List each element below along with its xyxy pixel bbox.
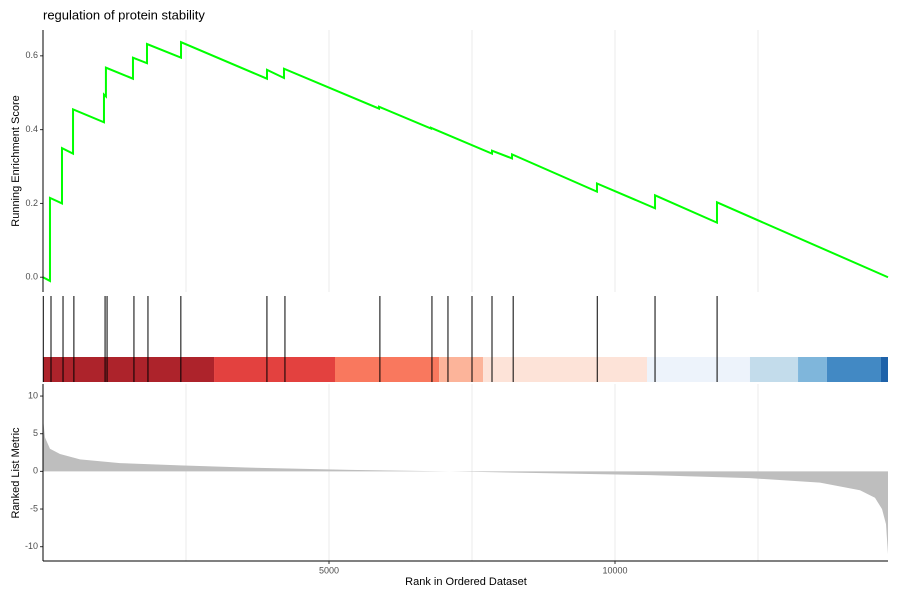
- x-axis-label: Rank in Ordered Dataset: [405, 576, 527, 588]
- rank-band: [647, 357, 750, 382]
- y-tick-label: -10: [25, 541, 38, 551]
- rank-band: [43, 357, 215, 382]
- y-tick-label: 0.4: [25, 124, 38, 134]
- rank-band: [880, 357, 888, 382]
- rank-band: [483, 357, 648, 382]
- chart-title: regulation of protein stability: [43, 7, 205, 22]
- metric-area: [43, 418, 888, 555]
- y-tick-label: 0.2: [25, 198, 38, 208]
- y-tick-label: 0.0: [25, 272, 38, 282]
- rank-band: [439, 357, 484, 382]
- y-tick-label: 0: [33, 466, 38, 476]
- y-tick-label: 10: [28, 390, 38, 400]
- x-tick-label: 10000: [602, 565, 627, 575]
- rank-band: [826, 357, 881, 382]
- y-tick-label: -5: [30, 503, 38, 513]
- y-tick-label: 5: [33, 428, 38, 438]
- y-tick-label: 0.6: [25, 50, 38, 60]
- rank-band: [214, 357, 336, 382]
- x-tick-label: 5000: [319, 565, 339, 575]
- y-axis-label: Ranked List Metric: [10, 427, 22, 519]
- rank-band: [335, 357, 440, 382]
- rank-band: [749, 357, 799, 382]
- y-axis-label: Running Enrichment Score: [10, 95, 22, 226]
- running-score-line: [42, 40, 889, 283]
- rank-band: [798, 357, 827, 382]
